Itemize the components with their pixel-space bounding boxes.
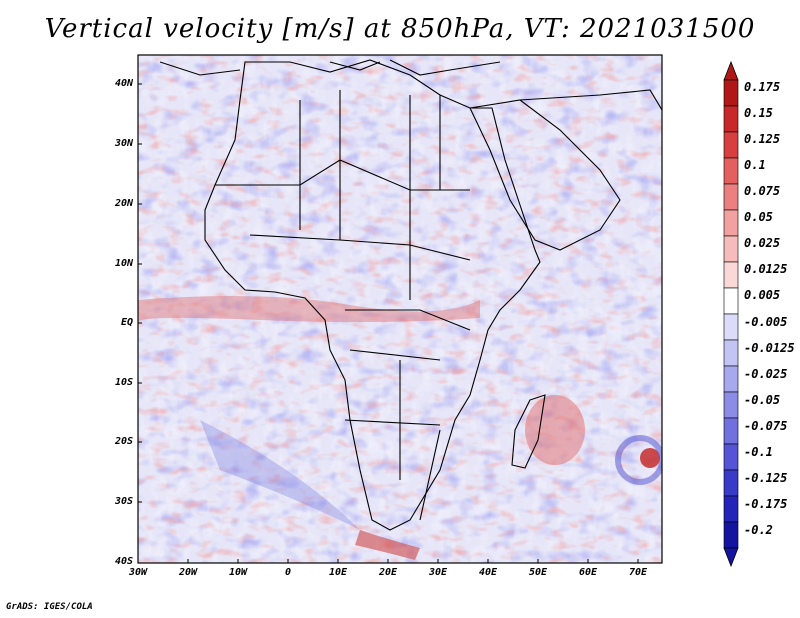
colorbar-swatch (723, 105, 739, 133)
grads-credit: GrADS: IGES/COLA (6, 602, 93, 612)
colorbar-label: -0.125 (744, 471, 788, 485)
lon-tick-0: 0 (284, 567, 292, 578)
colorbar-swatch (723, 235, 739, 263)
country-borders (159, 59, 662, 531)
colorbar-label: 0.175 (744, 80, 781, 94)
colorbar-swatch (723, 131, 739, 159)
lon-tick-50e: 50E (528, 567, 548, 578)
colorbar-label: -0.0125 (744, 341, 795, 355)
colorbar-label: -0.175 (744, 497, 788, 511)
lon-tick-30e: 30E (428, 567, 448, 578)
lat-tick-20s: 20S (114, 436, 133, 447)
lon-tick-60e: 60E (578, 567, 598, 578)
lon-tick-40e: 40E (478, 567, 498, 578)
border-central (344, 309, 471, 426)
border-meridional (299, 90, 411, 300)
colorbar-label: -0.075 (744, 419, 788, 433)
lat-tick-10n: 10N (114, 258, 133, 269)
colorbar (723, 60, 739, 568)
arabian-peninsula (469, 99, 621, 251)
colorbar-label: 0.05 (744, 210, 773, 224)
lon-tick-10e: 10E (328, 567, 348, 578)
colorbar-label: -0.2 (744, 523, 773, 537)
colorbar-label: -0.005 (744, 315, 788, 329)
colorbar-label: 0.15 (744, 106, 773, 120)
colorbar-label: 0.005 (744, 288, 781, 302)
lat-tick-20n: 20N (114, 198, 133, 209)
lat-tick-30n: 30N (114, 138, 133, 149)
colorbar-swatch (723, 391, 739, 419)
colorbar-label: 0.1 (744, 158, 766, 172)
border-egypt-sudan (439, 95, 470, 191)
colorbar-swatch (723, 365, 739, 393)
chart-title: Vertical velocity [m/s] at 850hPa, VT: 2… (44, 14, 756, 44)
europe-coast (159, 59, 501, 76)
colorbar-swatch (723, 443, 739, 471)
plot-frame (137, 54, 663, 564)
lat-tick-40s: 40S (114, 556, 133, 567)
velocity-field (138, 55, 662, 563)
colorbar-swatch (723, 261, 739, 289)
border-middle-east (519, 89, 662, 111)
southern-downdraft (200, 420, 360, 530)
colorbar-label: -0.025 (744, 367, 788, 381)
lon-tick-20e: 20E (378, 567, 398, 578)
colorbar-swatch (723, 157, 739, 185)
colorbar-label: 0.0125 (744, 262, 788, 276)
colorbar-swatch (723, 313, 739, 341)
colorbar-arrow-top (723, 60, 739, 81)
colorbar-swatch (723, 209, 739, 237)
colorbar-label: 0.125 (744, 132, 781, 146)
colorbar-swatch (723, 469, 739, 497)
lat-tick-30s: 30S (114, 496, 133, 507)
lat-tick-10s: 10S (114, 377, 133, 388)
lon-tick-20w: 20W (178, 567, 198, 578)
colorbar-label: 0.025 (744, 236, 781, 250)
lat-tick-eq: EQ (120, 317, 133, 328)
lon-tick-10w: 10W (228, 567, 248, 578)
cyclone-core (640, 448, 660, 468)
colorbar-swatch (723, 79, 739, 107)
colorbar-arrow-bottom (723, 547, 739, 568)
lat-tick-40n: 40N (114, 78, 133, 89)
cyclone-ring (615, 435, 662, 485)
colorbar-swatch (723, 495, 739, 523)
madagascar (511, 394, 546, 469)
colorbar-swatch (723, 417, 739, 445)
colorbar-swatch (723, 287, 739, 315)
axis-ticks (138, 83, 639, 563)
lon-tick-70e: 70E (628, 567, 648, 578)
border-west-africa (249, 234, 471, 261)
southern-updraft (355, 530, 420, 560)
colorbar-label: -0.1 (744, 445, 773, 459)
lon-tick-30w: 30W (128, 567, 148, 578)
border-south (399, 360, 441, 521)
colorbar-label: -0.05 (744, 393, 781, 407)
colorbar-swatch (723, 521, 739, 549)
colorbar-label: 0.075 (744, 184, 781, 198)
equatorial-updraft-band (138, 296, 480, 323)
madagascar-updraft (525, 395, 585, 465)
colorbar-swatch (723, 183, 739, 211)
colorbar-swatch (723, 339, 739, 367)
